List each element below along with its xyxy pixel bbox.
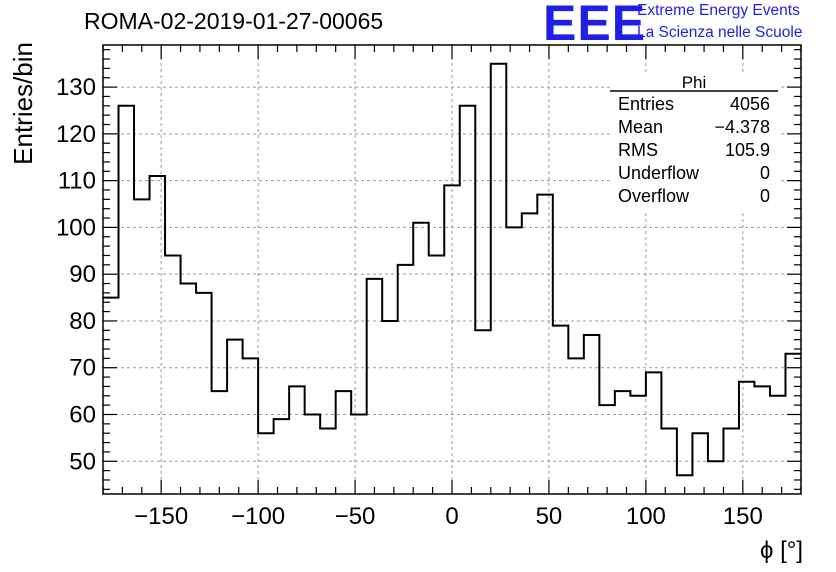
stats-value: 105.9	[725, 140, 770, 160]
stats-label: RMS	[618, 140, 658, 160]
plot-frame	[102, 44, 802, 495]
stats-value: 4056	[730, 94, 770, 114]
x-tick-label: 100	[626, 503, 666, 530]
y-tick-label: 70	[69, 355, 96, 382]
y-tick-label: 130	[56, 74, 96, 101]
y-tick-label: 100	[56, 214, 96, 241]
x-axis-label: ϕ [°]	[760, 537, 803, 564]
eee-logo: EEE	[543, 0, 647, 51]
logo-line-1: Extreme Energy Events	[637, 2, 800, 19]
chart-title: ROMA-02-2019-01-27-00065	[84, 8, 384, 34]
stats-label: Underflow	[618, 163, 700, 183]
y-tick-label: 90	[69, 261, 96, 288]
y-tick-label: 110	[58, 168, 96, 195]
histogram-outline	[103, 62, 801, 477]
y-tick-label: 60	[69, 401, 96, 428]
x-tick-label: −100	[231, 503, 285, 530]
x-tick-labels: −150 −100 −50 0 50 100 150	[134, 503, 763, 530]
y-tick-label: 50	[69, 448, 96, 475]
y-tick-label: 80	[69, 308, 96, 335]
y-tick-labels: 50 60 70 80 90 100 110 120 130	[56, 74, 96, 475]
stats-label: Mean	[618, 117, 663, 137]
stats-value: 0	[760, 186, 770, 206]
stats-label: Entries	[618, 94, 674, 114]
y-tick-label: 120	[56, 121, 96, 148]
x-tick-label: −50	[335, 503, 376, 530]
x-tick-label: 50	[536, 503, 563, 530]
x-tick-label: −150	[134, 503, 188, 530]
stats-value: 0	[760, 163, 770, 183]
y-axis-label: Entries/bin	[8, 42, 38, 165]
stats-box: Phi Entries 4056 Mean −4.378 RMS 105.9 Underfl…	[610, 72, 778, 212]
stats-box-background	[610, 72, 778, 212]
stats-box-title: Phi	[682, 73, 707, 92]
stats-value: −4.378	[714, 117, 770, 137]
x-tick-label: 150	[723, 503, 763, 530]
x-tick-label: 0	[445, 503, 458, 530]
logo-line-2: La Scienza nelle Scuole	[637, 24, 803, 41]
stats-label: Overflow	[618, 186, 690, 206]
